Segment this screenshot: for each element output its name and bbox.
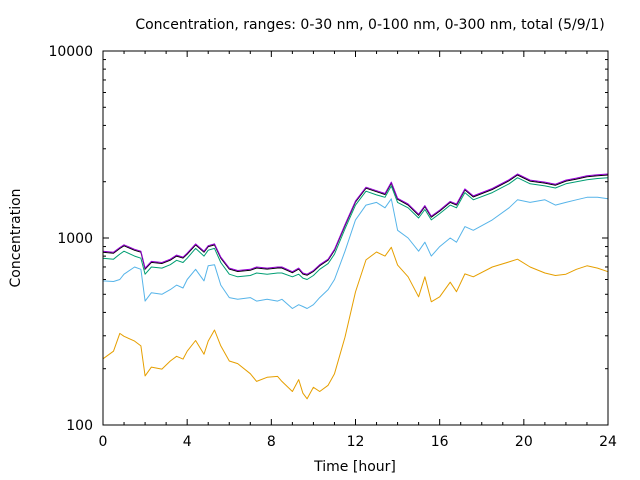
series-line-total xyxy=(102,173,609,275)
series-line-0-30-nm xyxy=(102,246,609,400)
x-tick-label: 8 xyxy=(267,434,276,450)
x-tick-label: 16 xyxy=(431,434,449,450)
x-tick-label: 20 xyxy=(515,434,533,450)
series-line-0-100-nm xyxy=(102,196,609,309)
x-tick-label: 12 xyxy=(347,434,365,450)
x-axis-label: Time [hour] xyxy=(313,459,396,475)
x-tick-label: 4 xyxy=(183,434,192,450)
plot-frame xyxy=(102,50,609,426)
x-tick-label: 0 xyxy=(99,434,108,450)
axes-layer: 0 4 8 12 16 20 24 100 1000 10000 xyxy=(48,44,617,450)
y-tick-label: 1000 xyxy=(57,231,93,247)
series-line-total-shadow xyxy=(102,174,609,276)
chart-title: Concentration, ranges: 0-30 nm, 0-100 nm… xyxy=(135,17,604,33)
series-layer xyxy=(102,173,609,400)
y-tick-label: 10000 xyxy=(48,44,93,60)
y-axis-label: Concentration xyxy=(8,188,24,287)
series-line-0-300-nm xyxy=(102,177,609,280)
x-tick-label: 24 xyxy=(599,434,617,450)
y-tick-label: 100 xyxy=(66,418,93,434)
